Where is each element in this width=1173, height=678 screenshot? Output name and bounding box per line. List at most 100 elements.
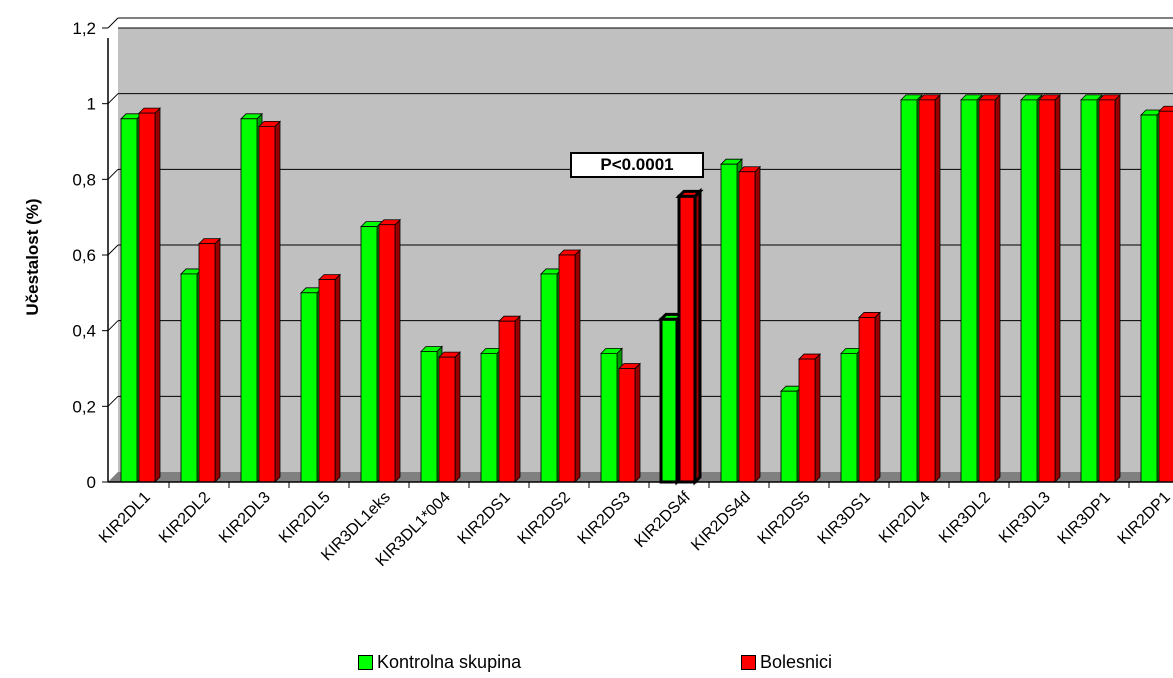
legend-label-patients: Bolesnici [760,651,833,672]
bar-patients-kir3dl3 [1038,93,1061,483]
bar-patients-kir3ds1 [858,311,881,483]
bar-front [378,224,396,483]
y-tick-label: 0,6 [72,246,96,265]
bar-front [1020,99,1038,483]
bar-patients-kir2dl1 [138,107,161,483]
bar-front [960,99,978,483]
x-tick-label-kir2ds3: KIR2DS3 [575,489,634,548]
bar-front [1098,99,1116,483]
bar-front [180,273,198,483]
y-tick-label: 0,2 [72,397,96,416]
gridline-diagonal [107,17,119,29]
axes [102,27,1173,488]
legend-swatch-patients [741,654,756,670]
y-tick-label: 0,8 [72,170,96,189]
bar-front [1080,99,1098,483]
bar-side [394,218,401,483]
bar-patients-kir2ds4f [675,187,704,486]
legend-item-control: Kontrolna skupina [358,651,521,673]
x-tick-label-kir2dl2: KIR2DL2 [156,489,214,547]
gridline-diagonal [107,395,119,407]
bar-side [754,165,761,483]
bar-front [720,163,738,483]
bar-front [659,317,679,484]
y-tick-label: 0 [87,473,96,492]
x-tick-label-kir2ds4d: KIR2DS4d [688,489,753,554]
x-tick-label-kir2ds5: KIR2DS5 [755,489,814,548]
x-tick-label-kir2ds4f: KIR2DS4f [632,488,695,551]
bar-front [318,279,336,483]
legend-item-patients: Bolesnici [741,651,832,673]
gridline-diagonal [107,244,119,256]
legend-label-control: Kontrolna skupina [377,651,522,672]
bar-front [978,99,996,483]
x-tick-labels: KIR2DL1 KIR2DL2 KIR2DL3 KIR2DL5KIR3DL1eksKI… [96,488,1173,570]
bar-side [214,237,221,483]
x-tick-label-kir2ds2: KIR2DS2 [515,489,574,548]
legend-swatch-control [358,654,373,670]
bar-front [420,351,438,483]
bar-front [738,171,756,483]
bar-side [934,93,941,483]
bar-side [814,353,821,483]
gridline-diagonal [107,320,119,332]
gridline-diagonal [107,168,119,180]
bar-front [840,352,858,483]
bar-front [480,352,498,483]
bar-side [994,93,1001,483]
bar-patients-kir2dl4 [918,93,941,483]
bar-patients-kir2ds1 [498,315,521,483]
gridline-diagonal [107,93,119,105]
bar-patients-kir2ds5 [798,353,821,483]
bar-patients-kir2ds3 [618,362,641,483]
bar-side [1054,93,1061,483]
x-tick-label-kir2dl4: KIR2DL4 [876,489,934,547]
bar-patients-kir2ds4d [738,165,761,483]
bars [120,93,1173,486]
bar-side [574,249,581,483]
bar-front [600,352,618,483]
y-axis-label: Učestalost (%) [23,198,42,315]
bar-front [1140,114,1158,483]
bar-front [120,118,138,483]
bar-front [858,317,876,483]
bar-front [900,99,918,483]
bar-side [454,351,461,483]
y-tick-label: 0,4 [72,322,96,341]
bar-side [154,107,161,483]
bar-front [198,243,216,483]
bar-front [618,368,636,483]
x-tick-label-kir2dl1: KIR2DL1 [96,489,154,547]
bar-side [874,311,881,483]
bar-patients-kir2ds2 [558,249,581,483]
bar-front [1038,99,1056,483]
bar-side [634,362,641,483]
bar-front [677,194,697,484]
x-tick-label-kir2dp1: KIR2DP1 [1115,489,1173,548]
bar-patients-kir3dl1eks [378,218,401,483]
x-tick-label-kir3dl3: KIR3DL3 [996,489,1054,547]
bar-front [360,226,378,483]
bar-patients-kir2dp1 [1158,105,1173,483]
bar-patients-kir2dl3 [258,120,281,483]
bar-side [514,315,521,483]
x-tick-label-kir3dl2: KIR3DL2 [936,489,994,547]
x-tick-label-kir2dl3: KIR2DL3 [216,489,274,547]
bar-front [138,112,156,483]
bar-front [780,390,798,483]
bar-front [498,320,516,483]
bar-front [438,356,456,483]
y-tick-label: 1,2 [72,19,96,38]
x-tick-label-kir3dp1: KIR3DP1 [1055,489,1114,548]
y-tick-labels: 0 0,2 0,4 0,6 0,8 1 1,2 [72,19,96,492]
bar-patients-kir2dl2 [198,237,221,483]
bar-patients-kir3dl1*004 [438,351,461,483]
y-tick-label: 1 [87,95,96,114]
x-tick-label-kir3ds1: KIR3DS1 [815,489,874,548]
bar-front [918,99,936,483]
bar-side [1114,93,1121,483]
bar-patients-kir2dl5 [318,273,341,483]
bar-front [258,125,276,483]
bar-front [558,254,576,483]
